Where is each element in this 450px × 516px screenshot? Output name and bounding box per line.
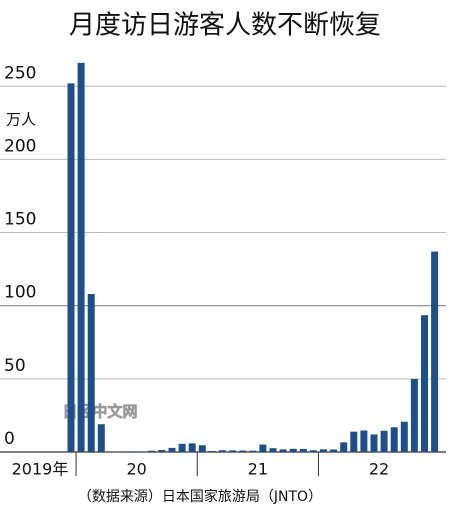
y-tick-label: 150 (4, 210, 36, 230)
bar (188, 443, 196, 452)
bar (67, 83, 75, 452)
bar (299, 448, 307, 452)
bar (431, 251, 439, 452)
bar (239, 450, 247, 452)
bar (158, 449, 166, 452)
x-tick-label: 20 (126, 460, 146, 479)
bar (138, 451, 146, 452)
bar (198, 445, 206, 452)
bar (208, 450, 216, 452)
bar (289, 448, 297, 452)
bar (229, 450, 237, 452)
bar (350, 431, 358, 452)
x-tick-label: 22 (369, 460, 389, 479)
bar (178, 443, 186, 452)
y-tick-label: 200 (4, 136, 36, 156)
bar (168, 447, 176, 452)
y-tick-label: 50 (4, 356, 26, 376)
y-tick-label: 100 (4, 283, 36, 303)
bar (128, 451, 136, 452)
bar (87, 294, 95, 452)
bar (259, 444, 267, 452)
bar (360, 430, 368, 452)
bar (330, 449, 338, 452)
bar (410, 378, 418, 452)
x-tick-label: 2019年 (12, 460, 69, 479)
bar (380, 430, 388, 452)
bar (279, 449, 287, 452)
source-note: （数据来源）日本国家旅游局（JNTO） (78, 488, 322, 505)
bar (390, 427, 398, 452)
bar (97, 424, 105, 452)
y-tick-label: 0 (4, 429, 15, 449)
bar (148, 450, 156, 452)
bar (340, 442, 348, 452)
bar (320, 449, 327, 452)
y-unit: 万人 (6, 111, 36, 129)
bar (77, 62, 85, 452)
y-tick-label: 250 (4, 63, 36, 83)
chart-title: 月度访日游客人数不断恢复 (69, 11, 381, 41)
bar (269, 448, 277, 452)
x-tick-label: 21 (248, 460, 268, 479)
bar (400, 421, 408, 452)
bar (370, 434, 378, 452)
bar (421, 315, 428, 452)
bar (309, 450, 317, 452)
bar (219, 450, 226, 452)
bar (249, 450, 257, 452)
